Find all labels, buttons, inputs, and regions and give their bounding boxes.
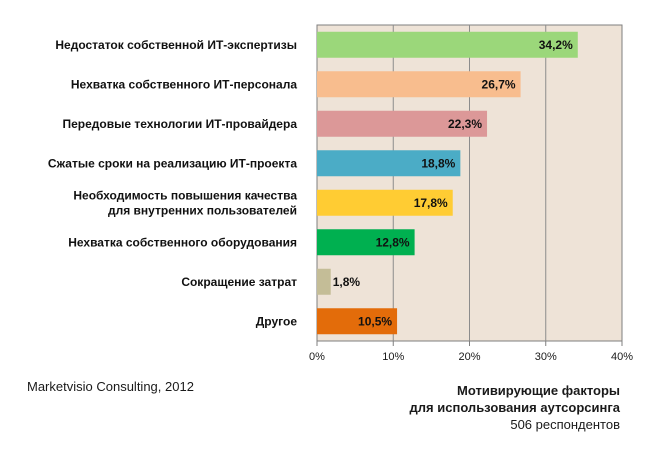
category-label: Нехватка собственного оборудования	[68, 235, 297, 249]
category-label: Сжатые сроки на реализацию ИТ-проекта	[48, 156, 297, 170]
data-label: 34,2%	[539, 38, 573, 52]
bar	[317, 189, 453, 216]
source-note: Marketvisio Consulting, 2012	[27, 379, 194, 394]
bar	[317, 229, 415, 256]
x-tick-label: 40%	[611, 351, 633, 363]
data-label: 10,5%	[358, 314, 392, 328]
category-label: Передовые технологии ИТ-провайдера	[62, 117, 297, 131]
bar	[317, 71, 521, 98]
bar	[317, 150, 461, 177]
category-label: Недостаток собственной ИТ-экспертизы	[55, 38, 297, 52]
category-label: Нехватка собственного ИТ-персонала	[71, 77, 297, 91]
bar	[317, 110, 488, 137]
x-tick-label: 0%	[309, 351, 325, 363]
category-label: Другое	[256, 314, 298, 328]
data-label: 17,8%	[414, 196, 448, 210]
data-label: 1,8%	[333, 275, 361, 289]
category-label: Сокращение затрат	[181, 275, 297, 289]
x-tick-label: 20%	[458, 351, 480, 363]
x-tick-label: 10%	[382, 351, 404, 363]
data-label: 12,8%	[376, 235, 410, 249]
caption-title-line2: для использования аутсорсинга	[409, 400, 620, 415]
bar	[317, 268, 331, 295]
category-label: для внутренних пользователей	[108, 203, 297, 217]
bar	[317, 31, 578, 58]
bar-chart: 0% 10% 20% 30% 40% Недостаток собственной ИТ-…	[48, 24, 633, 363]
data-label: 22,3%	[448, 117, 482, 131]
data-label: 18,8%	[421, 156, 455, 170]
caption-respondents: 506 респондентов	[510, 417, 620, 432]
caption-title-line1: Мотивирующие факторы	[457, 383, 620, 398]
category-label: Необходимость повышения качества	[73, 188, 297, 202]
x-tick-label: 30%	[535, 351, 557, 363]
bar	[317, 308, 398, 335]
chart-caption: Мотивирующие факторы для использования а…	[410, 382, 620, 433]
data-label: 26,7%	[482, 77, 516, 91]
